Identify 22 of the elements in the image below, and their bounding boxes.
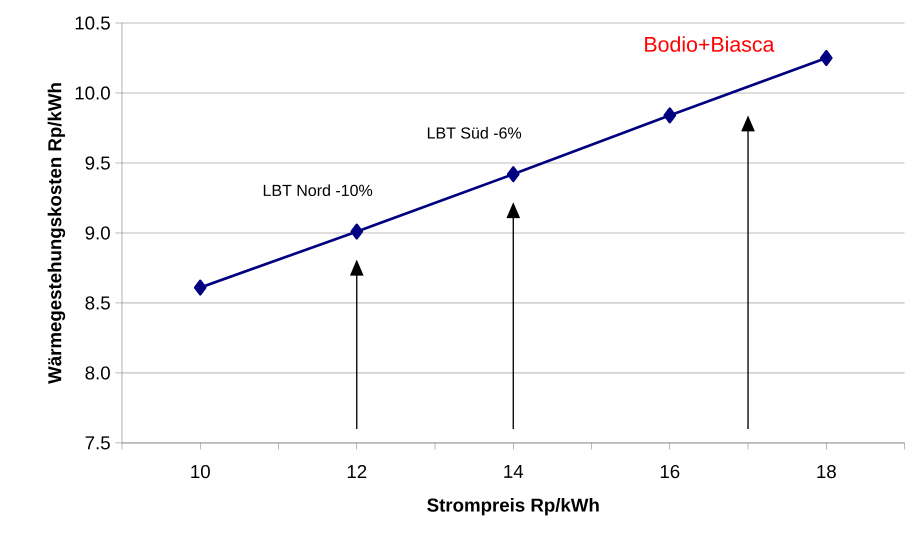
y-tick-label: 9.5 xyxy=(86,156,110,170)
y-tick-label: 10.0 xyxy=(76,86,110,100)
point xyxy=(663,107,676,124)
x-tick-label: 12 xyxy=(348,464,366,478)
y-tick-label: 8.0 xyxy=(85,366,110,380)
y-tick-label: 10.5 xyxy=(76,16,110,30)
annotation: Bodio+Biasca xyxy=(645,36,774,52)
point xyxy=(350,224,364,240)
point xyxy=(820,50,833,66)
y-tick-label: 8.5 xyxy=(85,296,110,310)
x-tick-label: 18 xyxy=(817,464,836,478)
point xyxy=(506,166,520,182)
x-tick-label: 16 xyxy=(660,464,680,478)
x-tick-label: 10 xyxy=(191,464,210,478)
y-tick-label: 7.5 xyxy=(86,436,110,450)
y-axis-title: Wärmegestehungskosten Rp/kWh xyxy=(48,83,66,384)
annotation: LBT Nord -10% xyxy=(264,184,372,196)
annotation: LBT Süd -6% xyxy=(428,126,522,139)
x-tick-label: 14 xyxy=(504,465,524,478)
point xyxy=(194,280,207,296)
x-axis-title: Strompreis Rp/kWh xyxy=(427,498,599,516)
y-tick-label: 9.0 xyxy=(86,226,110,240)
